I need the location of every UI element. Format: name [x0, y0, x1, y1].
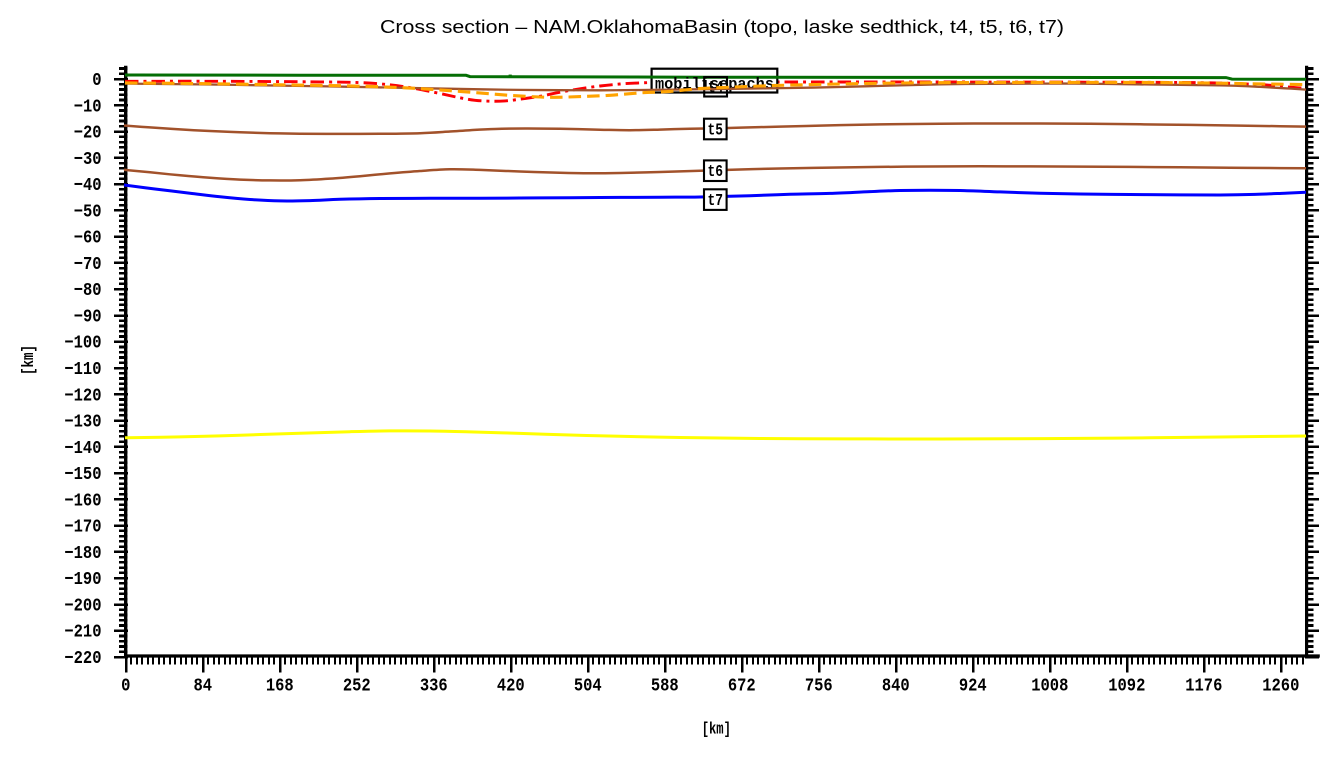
svg-text:t6: t6 — [708, 162, 724, 181]
svg-text:−200: −200 — [64, 596, 101, 617]
svg-text:−190: −190 — [64, 569, 101, 590]
svg-text:t7: t7 — [708, 191, 724, 210]
svg-text:[km]: [km] — [702, 721, 731, 740]
svg-text:672: 672 — [728, 676, 756, 697]
svg-text:−20: −20 — [74, 123, 102, 144]
svg-text:−70: −70 — [74, 254, 102, 275]
svg-text:t4: t4 — [708, 78, 724, 97]
svg-text:336: 336 — [420, 676, 448, 697]
svg-text:420: 420 — [497, 676, 525, 697]
svg-text:−120: −120 — [64, 385, 101, 406]
svg-text:−60: −60 — [74, 228, 102, 249]
svg-text:−50: −50 — [74, 201, 102, 222]
svg-text:840: 840 — [882, 676, 910, 697]
svg-text:1260: 1260 — [1262, 676, 1299, 697]
svg-text:−80: −80 — [74, 280, 102, 301]
svg-text:[km]: [km] — [20, 345, 39, 375]
svg-text:−160: −160 — [64, 490, 101, 511]
svg-text:−210: −210 — [64, 622, 101, 643]
svg-text:588: 588 — [651, 676, 679, 697]
svg-text:−140: −140 — [64, 438, 101, 459]
svg-text:−10: −10 — [74, 96, 102, 117]
svg-text:Cross section – NAM.OklahomaBa: Cross section – NAM.OklahomaBasin (topo,… — [380, 16, 1064, 37]
svg-text:−30: −30 — [74, 149, 102, 170]
svg-text:252: 252 — [343, 676, 371, 697]
svg-text:−130: −130 — [64, 412, 101, 433]
svg-text:−150: −150 — [64, 464, 101, 485]
svg-text:168: 168 — [266, 676, 294, 697]
svg-text:−40: −40 — [74, 175, 102, 196]
svg-text:−180: −180 — [64, 543, 101, 564]
svg-text:756: 756 — [805, 676, 833, 697]
svg-text:−100: −100 — [64, 333, 101, 354]
svg-text:504: 504 — [574, 676, 602, 697]
svg-text:−110: −110 — [64, 359, 101, 380]
svg-text:−170: −170 — [64, 517, 101, 538]
svg-text:924: 924 — [959, 676, 987, 697]
svg-text:t5: t5 — [708, 120, 724, 139]
svg-text:1008: 1008 — [1031, 676, 1068, 697]
svg-text:84: 84 — [194, 676, 213, 697]
svg-text:0: 0 — [92, 70, 101, 91]
svg-text:1092: 1092 — [1108, 676, 1145, 697]
svg-text:1176: 1176 — [1185, 676, 1222, 697]
svg-text:0: 0 — [121, 676, 130, 697]
svg-text:−220: −220 — [64, 648, 101, 669]
svg-text:−90: −90 — [74, 307, 102, 328]
